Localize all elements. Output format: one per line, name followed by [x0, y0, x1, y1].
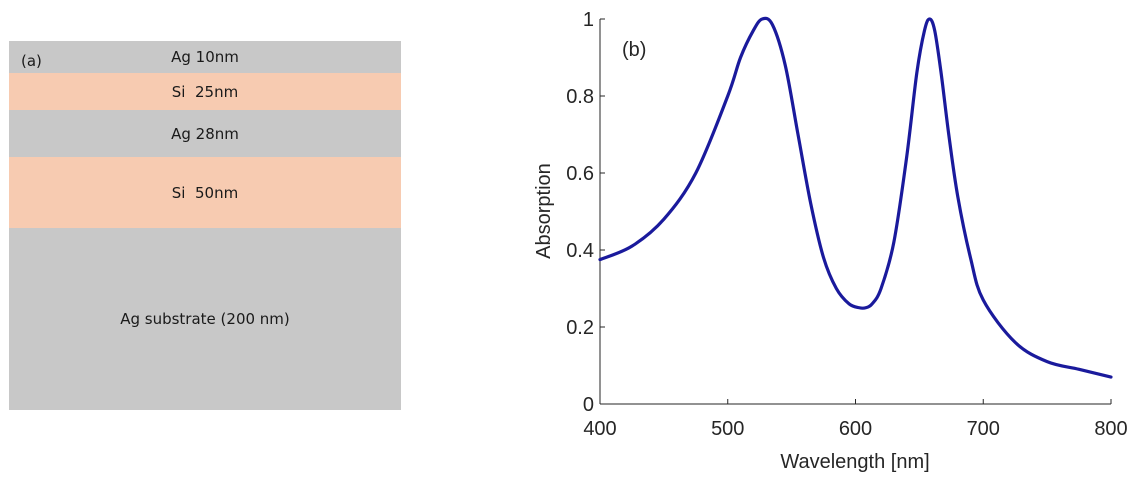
data-point — [940, 71, 943, 74]
x-tick-label: 400 — [583, 418, 616, 440]
x-axis-label: Wavelength [nm] — [780, 451, 929, 473]
x-tick-label: 700 — [967, 418, 1000, 440]
layer-si-25: Si 25nm — [9, 73, 401, 110]
layer-stack-diagram: (a) Ag 10nm Si 25nm Ag 28nm Si 50nm Ag s… — [9, 41, 401, 410]
data-point — [848, 302, 851, 305]
data-point — [1046, 360, 1049, 363]
data-point — [928, 18, 931, 21]
layer-ag-28-label: Ag 28nm — [171, 124, 239, 143]
x-tick-label: 800 — [1094, 418, 1127, 440]
y-tick-label: 1 — [583, 9, 594, 31]
data-point — [809, 202, 812, 205]
absorption-chart: 400 500 600 700 800 0 0.2 0.4 0.6 0.8 1 (b) Wavele… — [533, 9, 1128, 473]
data-point — [871, 302, 874, 305]
data-point — [630, 245, 633, 248]
chart-axes — [599, 19, 1111, 405]
data-points — [599, 18, 1113, 379]
data-point — [1014, 341, 1017, 344]
data-point — [880, 287, 883, 290]
layer-ag-substrate-label: Ag substrate (200 nm) — [120, 310, 290, 328]
layer-si-50: Si 50nm — [9, 157, 401, 228]
layer-ag-top-label: Ag 10nm — [171, 48, 239, 66]
data-point — [761, 18, 764, 21]
data-point — [982, 299, 985, 302]
data-point — [726, 95, 729, 98]
panel-a-label: (a) — [21, 52, 42, 70]
layer-ag-top: Ag 10nm — [9, 41, 401, 73]
data-point — [1110, 376, 1113, 379]
data-point — [933, 29, 936, 32]
data-point — [599, 258, 602, 261]
data-point — [771, 23, 774, 26]
data-point — [835, 287, 838, 290]
y-tick-label: 0.4 — [566, 240, 594, 262]
y-tick-label: 0 — [583, 394, 594, 416]
data-point — [905, 156, 908, 159]
layer-si-50-label: Si 50nm — [171, 183, 239, 202]
y-axis-label: Absorption — [533, 163, 555, 259]
absorption-curve — [598, 16, 1113, 379]
layer-ag-28: Ag 28nm — [9, 110, 401, 157]
data-point — [822, 256, 825, 259]
data-point — [969, 256, 972, 259]
x-tick-label: 500 — [711, 418, 744, 440]
x-tick-label: 600 — [839, 418, 872, 440]
data-point — [923, 29, 926, 32]
y-tick-label: 0.2 — [566, 317, 594, 339]
data-point — [694, 172, 697, 175]
data-point — [784, 64, 787, 67]
data-point — [915, 71, 918, 74]
chart-ticks: 400 500 600 700 800 0 0.2 0.4 0.6 0.8 1 — [566, 9, 1128, 440]
data-point — [858, 306, 861, 309]
data-point — [797, 133, 800, 136]
data-point — [956, 195, 959, 198]
data-point — [662, 218, 665, 221]
data-point — [1078, 368, 1081, 371]
data-point — [947, 133, 950, 136]
layer-ag-substrate: Ag substrate (200 nm) — [9, 228, 401, 410]
data-point — [864, 306, 867, 309]
data-point — [892, 241, 895, 244]
panel-b-label: (b) — [622, 39, 646, 61]
y-tick-label: 0.6 — [566, 163, 594, 185]
y-tick-label: 0.8 — [566, 86, 594, 108]
data-point — [739, 56, 742, 59]
layer-si-25-label: Si 25nm — [171, 82, 239, 101]
data-point — [752, 29, 755, 32]
